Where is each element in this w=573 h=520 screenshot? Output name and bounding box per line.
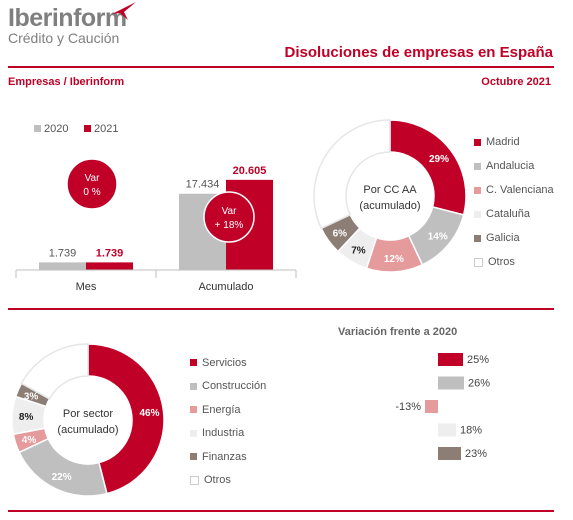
variation-bar-energ-a [425,400,438,413]
pie-slice-label: 8% [19,412,34,423]
brand-tagline: Crédito y Caución [8,30,120,46]
pie-slice-otros [20,343,89,400]
legend-label: C. Valenciana [486,184,554,196]
pie-center-title: Por sector [63,408,113,420]
pie-legend-sector: Servicios Construcción Energía Industria Fin… [190,351,300,492]
legend-label: Construcción [202,380,267,393]
pie-slice-label: 7% [351,245,366,256]
legend-item-construcci-n: Construcción [190,375,300,399]
pie-slice-label: 22% [52,472,72,483]
legend-swatch [190,406,197,414]
legend-label: Energía [202,403,241,416]
legend-swatch [190,359,197,367]
legend-item-andalucia: Andalucia [474,154,570,178]
legend-label: Servicios [202,356,247,369]
pie-slice-label: 4% [22,435,37,446]
bar-legend-label: 2021 [94,123,118,135]
bar-value-label: 1.739 [96,247,124,259]
variation-bar-construcci-n [438,376,464,390]
legend-label: Otros [488,256,515,268]
variation-bar-servicios [438,353,463,366]
pie-slice-label: 14% [428,232,448,243]
bar-2021-Mes [86,262,133,270]
legend-item-finanzas: Finanzas [190,445,300,469]
legend-swatch [474,162,481,170]
legend-swatch [474,138,481,146]
legend-item-madrid: Madrid [474,130,570,154]
brand-logo-text: Iberinform [8,4,127,32]
legend-swatch [474,257,483,267]
bar-category-label: Acumulado [198,281,253,293]
bar-legend-swatch [34,125,41,132]
legend-swatch [190,453,197,461]
bar-chart-dissolutions: 2020 2021 1.739 1.739 Mes 17.434 20.605 Acumul… [15,123,297,293]
bar-value-label: 17.434 [186,179,220,191]
pie-slice-label: 6% [333,228,348,239]
variation-bubble-label: Var [85,173,100,184]
variation-bubble-value: 0 % [83,187,100,198]
pie-slice-label: 46% [140,408,160,419]
variation-bubble-value: + 18% [215,220,244,231]
variation-bubble-label: Var [222,206,237,217]
pie-chart-ccaa: 29% 14% 12% 7%6% Por CC AA (acumulado) [313,119,467,273]
legend-label: Finanzas [202,450,247,463]
legend-swatch [474,186,481,194]
pie-slice-label: 3% [24,391,39,402]
pie-slice-madrid [389,119,467,216]
variation-bar-chart: 25% 26% -13% 18% 23% [395,353,490,460]
legend-item-c-valenciana: C. Valenciana [474,178,570,202]
pie-legend-ccaa: Madrid Andalucia C. Valenciana Cataluña Gali… [474,130,570,274]
variation-bar-finanzas [438,447,461,460]
variation-bar-label: 18% [460,425,482,437]
variation-chart-title: Variación frente a 2020 [338,326,458,338]
pie-center-subtitle: (acumulado) [57,424,118,436]
legend-label: Cataluña [486,208,531,220]
legend-swatch [474,210,481,218]
date-label: Octubre 2021 [481,76,551,88]
legend-item-galicia: Galicia [474,226,570,250]
legend-item-otros: Otros [474,250,570,274]
legend-label: Andalucia [486,160,535,172]
variation-bar-label: 25% [467,354,489,366]
variation-bubble [66,158,118,210]
legend-item-catalu-a: Cataluña [474,202,570,226]
legend-swatch [190,382,197,390]
pie-slice-servicios [87,343,165,495]
pie-slice-otros [313,119,391,230]
header-rule [8,66,554,68]
page-title: Disoluciones de empresas en España [284,44,553,61]
middle-rule [8,308,554,310]
legend-item-industria: Industria [190,422,300,446]
pie-slice-label: 12% [384,254,404,265]
bar-legend-swatch [84,125,91,132]
legend-swatch [474,234,481,242]
legend-swatch [190,429,197,437]
legend-item-servicios: Servicios [190,351,300,375]
legend-label: Madrid [486,136,520,148]
bottom-rule [8,510,554,512]
pie-chart-sector: 46% 22% 4% 8% 3% Por sector (acumulado) [11,343,165,497]
legend-label: Otros [204,474,231,487]
pie-center-subtitle: (acumulado) [359,200,420,212]
legend-item-otros: Otros [190,469,300,493]
pie-center-title: Por CC AA [363,184,417,196]
bar-legend-label: 2020 [44,123,68,135]
variation-bar-label: 23% [465,448,487,460]
legend-label: Galicia [486,232,520,244]
pie-slice-construcci-n [18,437,108,497]
variation-bar-label: -13% [395,401,421,413]
variation-bar-industria [438,423,456,437]
bar-2020-Mes [39,262,86,270]
legend-label: Industria [202,427,245,440]
pie-slice-label: 29% [429,154,449,165]
legend-item-energ-a: Energía [190,398,300,422]
bar-value-label: 1.739 [49,247,77,259]
source-label: Empresas / Iberinform [8,76,125,88]
variation-bubble [203,191,255,243]
brand-logo-mark-icon [112,2,136,20]
bar-category-label: Mes [76,281,97,293]
bar-value-label: 20.605 [233,165,267,177]
variation-bar-label: 26% [468,378,490,390]
legend-swatch [190,475,199,485]
